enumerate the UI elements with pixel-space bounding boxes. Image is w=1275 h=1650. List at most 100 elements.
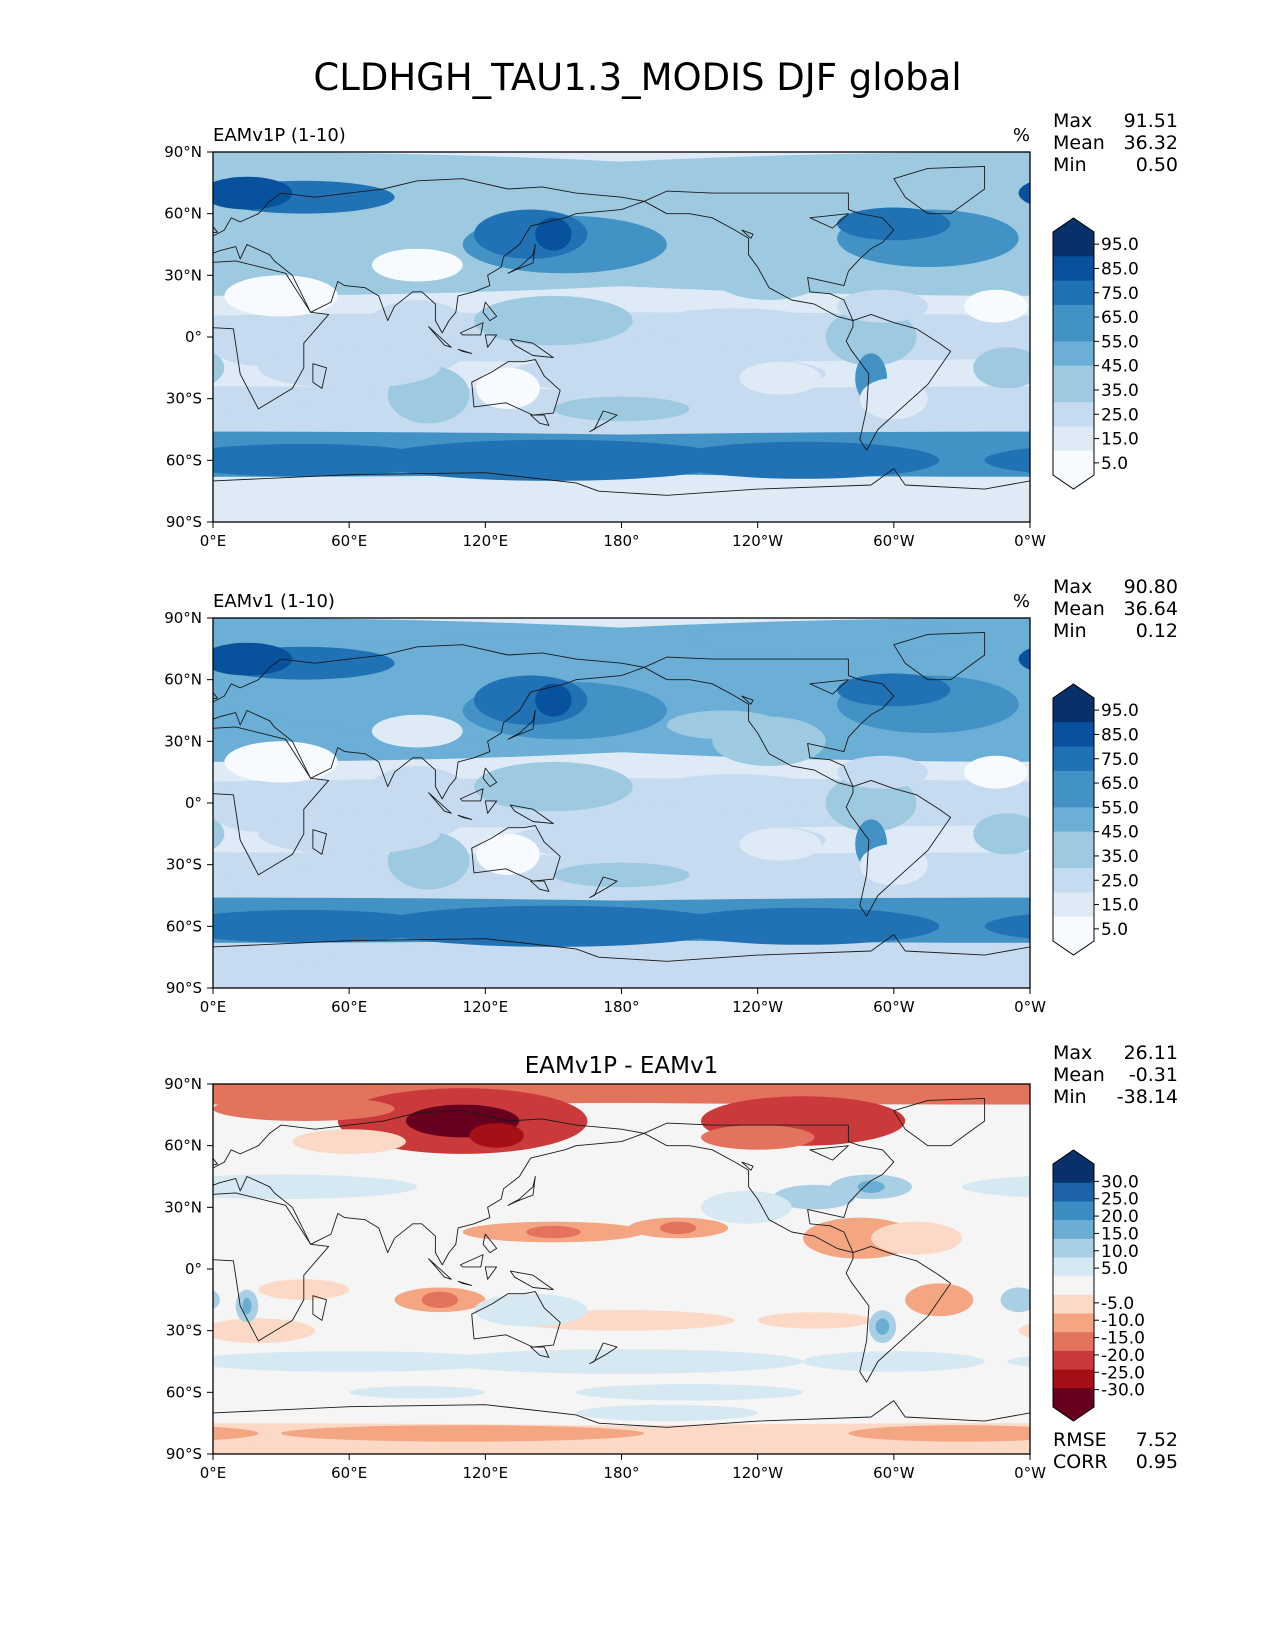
y-tick-label: 30°S — [166, 1322, 202, 1340]
contour-region — [660, 1221, 697, 1235]
contour-region — [0, 908, 122, 945]
contour-region — [757, 1312, 872, 1329]
contour-region — [1189, 249, 1275, 282]
stat-value: 90.80 — [1124, 576, 1178, 598]
contour-region — [803, 1351, 985, 1372]
contour-region — [9, 774, 100, 832]
contour-region — [553, 396, 690, 422]
contour-region — [41, 1181, 68, 1193]
colorbar-1: 95.0 85.0 75.0 65.0 55.0 45.0 35.0 25.0 15.0 5.0 — [1052, 217, 1139, 490]
colorbar-band — [1053, 1182, 1094, 1202]
contour-region — [535, 683, 572, 717]
x-tick-label: 0°W — [1014, 532, 1046, 550]
coastline — [589, 876, 618, 899]
contour-region — [0, 717, 9, 766]
panel-title: EAMv1 (1-10) — [213, 591, 335, 612]
coastline — [509, 1270, 554, 1291]
coastline — [741, 695, 754, 705]
colorbar-band — [1053, 807, 1094, 821]
y-tick-label: 30°N — [164, 266, 202, 284]
contour-region — [213, 443, 440, 477]
contour-region — [213, 1426, 259, 1440]
y-tick-label: 0° — [185, 1260, 202, 1278]
coastline — [484, 800, 498, 814]
colorbar-tick-label: 75.0 — [1101, 750, 1139, 770]
contour-region — [213, 818, 225, 850]
contour-region — [0, 362, 4, 395]
coastline — [809, 213, 849, 229]
y-tick-label: 30°S — [166, 856, 202, 874]
contour-region — [701, 1125, 815, 1150]
colorbar-band — [1053, 1332, 1094, 1352]
stat-value: 36.64 — [1124, 598, 1178, 620]
y-tick-label: 60°N — [164, 205, 202, 223]
contour-region — [984, 448, 1030, 473]
contour-region — [0, 774, 9, 811]
x-tick-label: 0°W — [1014, 998, 1046, 1016]
coastline — [428, 1258, 452, 1280]
contour-region — [0, 442, 122, 479]
colorbar-tick-label: 35.0 — [1101, 847, 1139, 867]
coastline — [457, 814, 473, 820]
colorbar-band — [1053, 1388, 1094, 1408]
colorbar-band — [1053, 462, 1094, 476]
coastline — [809, 679, 849, 695]
contour-region — [371, 248, 463, 282]
colorbar-tick-label: 65.0 — [1101, 774, 1139, 794]
contour-region — [0, 1351, 168, 1372]
coastline — [213, 468, 1030, 522]
colorbar-band — [1053, 377, 1094, 391]
colorbar-tick-label: 45.0 — [1101, 357, 1139, 377]
colorbar-extend-top — [1053, 218, 1094, 232]
contour-region — [576, 1384, 804, 1401]
contour-region — [147, 290, 211, 323]
contour-region — [213, 1096, 395, 1121]
contour-region — [689, 156, 962, 190]
coastline — [471, 359, 561, 416]
contour-region — [1166, 1386, 1275, 1398]
y-tick-label: 90°S — [166, 1445, 202, 1463]
contour-region — [984, 914, 1030, 939]
y-tick-label: 60°S — [166, 451, 202, 469]
map-panel-2: 0°E 60°E 120°E 180° 120°W 60°W 0°W 90°N 60°N 30°N… — [0, 576, 1275, 1016]
stat-value: 0.50 — [1136, 154, 1178, 176]
contour-region — [292, 1129, 406, 1154]
coastline — [509, 338, 554, 359]
colorbar-3: 30.025.020.015.010.05.0 -5.0-10.0-15.0-20… — [1052, 1149, 1145, 1422]
stat-label: Max — [1053, 110, 1092, 132]
colorbar-band — [1053, 1294, 1094, 1315]
colorbar-band — [1053, 722, 1094, 736]
contour-region — [1212, 1288, 1275, 1313]
coastline — [509, 804, 554, 825]
panel-title: EAMv1P (1-10) — [213, 125, 346, 146]
y-tick-label: 60°S — [166, 1383, 202, 1401]
contour-region — [1018, 1323, 1030, 1339]
contour-region — [20, 674, 133, 707]
colorbar-band — [1053, 329, 1094, 342]
colorbar-band — [1053, 1257, 1094, 1277]
contour-region — [1018, 648, 1030, 670]
contour-region — [0, 1312, 54, 1328]
stat-value: 36.32 — [1124, 132, 1178, 154]
contour-region — [1223, 1105, 1275, 1138]
colorbar-band — [1053, 783, 1094, 796]
coastline — [741, 229, 754, 239]
colorbar-tick-label: -25.0 — [1101, 1363, 1145, 1383]
coastline — [845, 779, 952, 917]
contour-region — [553, 862, 690, 888]
y-tick-label: 30°N — [164, 1198, 202, 1216]
contour-region — [871, 1221, 962, 1255]
colorbar-outline — [1052, 1149, 1095, 1422]
contour-region — [1178, 766, 1275, 840]
contour-region — [281, 1425, 645, 1442]
units-label: % — [1013, 125, 1030, 146]
stat-value: 91.51 — [1124, 110, 1178, 132]
colorbar-band — [1053, 1238, 1094, 1259]
contour-region — [371, 439, 735, 481]
colorbar-band — [1053, 698, 1094, 711]
colorbar-band — [1053, 795, 1094, 808]
contour-region — [213, 642, 293, 676]
colorbar-band — [1053, 868, 1094, 881]
y-tick-label: 30°S — [166, 390, 202, 408]
contour-field-3 — [0, 1084, 1275, 1454]
